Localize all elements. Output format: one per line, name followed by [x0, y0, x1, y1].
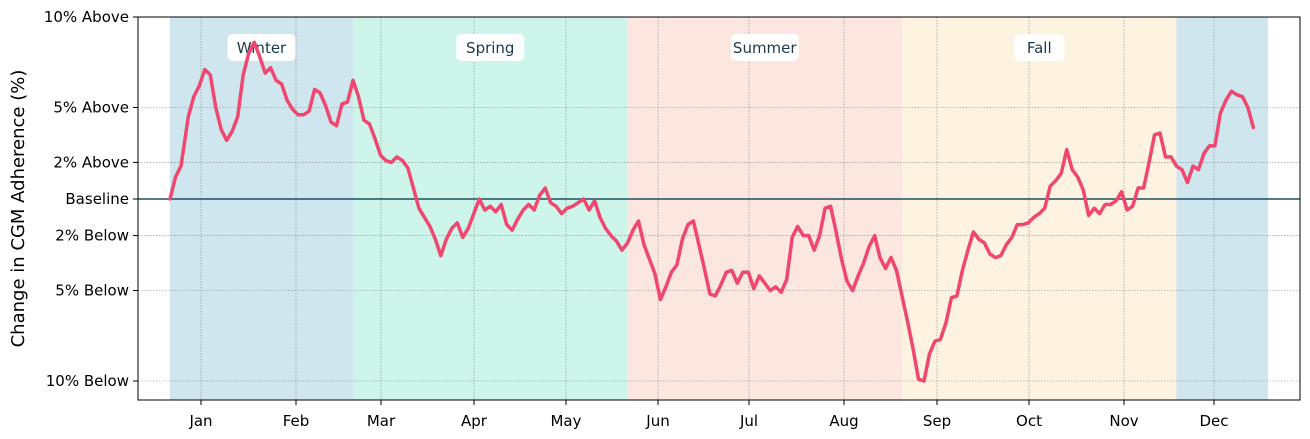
- x-tick-label-6: Jul: [739, 412, 758, 430]
- season-label-box-2: [730, 34, 799, 61]
- season-label-2: Summer: [730, 34, 799, 61]
- x-tick-label-4: May: [550, 412, 581, 430]
- season-label-text-3: Fall: [1027, 39, 1052, 57]
- adherence-line: [168, 40, 1256, 383]
- x-tick-label-9: Oct: [1016, 412, 1042, 430]
- season-labels: Winter Spring Summer Fall: [227, 34, 1065, 61]
- season-band-4: [1176, 17, 1268, 400]
- x-tick-label-10: Nov: [1109, 412, 1138, 430]
- grid-lines: [138, 16, 1300, 400]
- x-tick-label-2: Mar: [367, 412, 396, 430]
- y-tick-label-4: 2% Below: [55, 227, 129, 245]
- season-label-0: Winter: [227, 34, 296, 61]
- y-tick-label-6: 10% Below: [46, 372, 129, 390]
- x-tick-label-7: Aug: [829, 412, 858, 430]
- season-label-1: Spring: [456, 34, 525, 61]
- season-label-box-1: [456, 34, 525, 61]
- x-tick-label-5: Jun: [645, 412, 669, 430]
- y-tick-label-2: 2% Above: [53, 153, 129, 171]
- season-band-3: [902, 17, 1177, 400]
- plot-frame: [137, 16, 1301, 401]
- y-tick-label-0: 10% Above: [44, 8, 129, 26]
- x-tick-label-8: Sep: [923, 412, 951, 430]
- y-axis: 10% Above 5% Above 2% Above Baseline 2% Belo…: [44, 8, 138, 390]
- season-band-0: [170, 17, 353, 400]
- x-axis: Jan Feb Mar Apr May Jun Jul Aug Sep Oct Nov Dec: [188, 400, 1229, 430]
- season-band-2: [627, 17, 902, 400]
- y-tick-label-3: Baseline: [65, 190, 129, 208]
- season-label-3: Fall: [1014, 34, 1065, 61]
- season-label-text-1: Spring: [466, 39, 514, 57]
- season-label-box-0: [227, 34, 296, 61]
- y-axis-label: Change in CGM Adherence (%): [8, 70, 29, 348]
- season-label-text-0: Winter: [237, 39, 287, 57]
- x-tick-label-11: Dec: [1199, 412, 1228, 430]
- x-tick-label-3: Apr: [461, 412, 488, 430]
- season-label-text-2: Summer: [733, 39, 797, 57]
- y-tick-label-1: 5% Above: [53, 99, 129, 117]
- x-tick-label-0: Jan: [188, 412, 212, 430]
- y-tick-label-5: 5% Below: [55, 282, 129, 300]
- season-label-box-3: [1014, 34, 1065, 61]
- x-tick-label-1: Feb: [283, 412, 310, 430]
